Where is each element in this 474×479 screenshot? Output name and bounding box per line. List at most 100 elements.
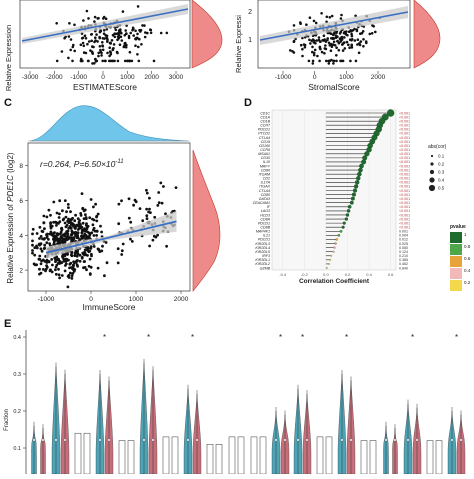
panel-b-point [335, 59, 338, 63]
panel-d-gene-label: IL17A [261, 181, 271, 185]
panel-a-point [110, 59, 114, 63]
panel-c-point [62, 217, 66, 221]
panel-c-point [120, 253, 124, 256]
panel-c-point [69, 236, 72, 240]
panel-c-xtick-label: -1000 [38, 296, 55, 303]
panel-e-box [316, 436, 324, 475]
panel-b-point [350, 38, 354, 41]
panel-e-median [459, 438, 463, 442]
panel-c-point [148, 196, 151, 200]
panel-c-point [56, 242, 59, 246]
panel-b-point [371, 24, 374, 27]
panel-d-gene-label: CD2 [263, 177, 270, 181]
panel-d-dot [362, 155, 368, 161]
panel-c-point [148, 244, 152, 248]
panel-c-xlabel: ImmuneScore [83, 302, 136, 312]
panel-c-point [116, 261, 120, 265]
panel-c-point [82, 209, 86, 213]
panel-d-gene-label: PDCD1 [258, 238, 270, 242]
panel-c-xtick-label: 0 [89, 296, 93, 303]
panel-e-label: E [4, 318, 11, 330]
panel-a-xtick-label: 3000 [169, 74, 184, 81]
panel-a-point [121, 10, 125, 13]
panel-c-point [55, 224, 58, 227]
panel-a-point [97, 51, 100, 55]
panel-a-point [92, 45, 95, 49]
panel-c-point [95, 219, 99, 223]
panel-d-gene-label: HCD3 [260, 213, 270, 217]
panel-c-point [54, 234, 58, 238]
panel-a-point [67, 35, 71, 38]
panel-a-point [124, 29, 127, 32]
panel-e-median [41, 438, 45, 442]
panel-c-point [94, 202, 97, 206]
panel-b-xtick-label: 0 [313, 74, 317, 81]
panel-b-point [339, 39, 343, 42]
panel-b-point [330, 37, 333, 40]
panel-c-point [39, 271, 43, 275]
panel-b-point [368, 32, 372, 36]
panel-c-point [54, 268, 57, 272]
panel-e-box [206, 444, 214, 475]
panel-a-xtick-label: 2000 [144, 74, 159, 81]
panel-a-point [112, 43, 116, 46]
panel-b-point [330, 14, 334, 18]
panel-d-pvalue-label: 0.210 [399, 254, 408, 258]
panel-a-point [82, 19, 85, 22]
panel-c-point [145, 217, 149, 221]
panel-b-point [348, 46, 351, 49]
panel-d-size-legend-dot [429, 169, 435, 175]
panel-b-point [357, 51, 361, 55]
panel-d-gene-label: IRF3 [262, 254, 270, 258]
panel-b-ytick-2: 2 [248, 9, 252, 16]
panel-d-gene-label: CD1A [260, 115, 270, 119]
panel-c-point [66, 285, 70, 289]
panel-c-point [65, 210, 68, 214]
panel-a-right-density [191, 0, 223, 69]
panel-a-point [102, 15, 106, 19]
panel-c-point [38, 254, 42, 258]
panel-d-pvalue-label: 0.462 [399, 262, 408, 266]
panel-d-gene-label: KIR3DL1 [255, 258, 270, 262]
panel-d-gene-label: GATA3 [259, 197, 270, 201]
panel-c-point [92, 234, 96, 237]
panel-a-point [134, 44, 137, 47]
panel-a-point [93, 15, 97, 19]
panel-a-point [73, 23, 76, 27]
panel-a-point [98, 30, 102, 34]
panel-b-point [315, 39, 319, 42]
panel-a-point [101, 45, 105, 48]
panel-c-point [92, 205, 95, 209]
panel-c-point [46, 232, 49, 236]
panel-d-dot [346, 209, 351, 213]
panel-d-pvalue-label: 0.004 [399, 234, 408, 238]
panel-c-point [65, 238, 69, 242]
panel-a-ylabel: Relative Expression [4, 25, 13, 91]
panel-b-x-ticks: -1000 0 1000 2000 [275, 71, 386, 81]
panel-b-point [311, 45, 314, 49]
panel-d-dot [334, 242, 337, 245]
panel-c-annotation: r=0.264, P=6.50×10-11 [40, 159, 124, 169]
panel-c-point [104, 241, 108, 244]
panel-a-point [95, 33, 98, 36]
panel-c-ytick-label: 4 [19, 233, 23, 240]
panel-e-sig-star: * [411, 333, 414, 342]
panel-c-confidence-band [46, 210, 177, 259]
panel-b-point [347, 43, 350, 47]
panel-c-point [92, 245, 96, 248]
panel-c-point [73, 219, 77, 223]
panel-c-point [62, 258, 66, 261]
panel-c-point [72, 224, 75, 228]
panel-d-pvalue-label: <0.001 [399, 144, 410, 148]
panel-c-point [54, 272, 58, 276]
panel-b-point [317, 38, 321, 42]
panel-b-point [313, 48, 317, 52]
panel-b-point [361, 30, 365, 33]
panel-c-point [141, 219, 145, 223]
panel-c-point [53, 231, 56, 235]
panel-c-point [120, 249, 124, 253]
panel-c-point [79, 226, 83, 230]
panel-a-point [79, 59, 83, 63]
panel-b-point [299, 22, 302, 26]
panel-c-point [79, 214, 83, 217]
